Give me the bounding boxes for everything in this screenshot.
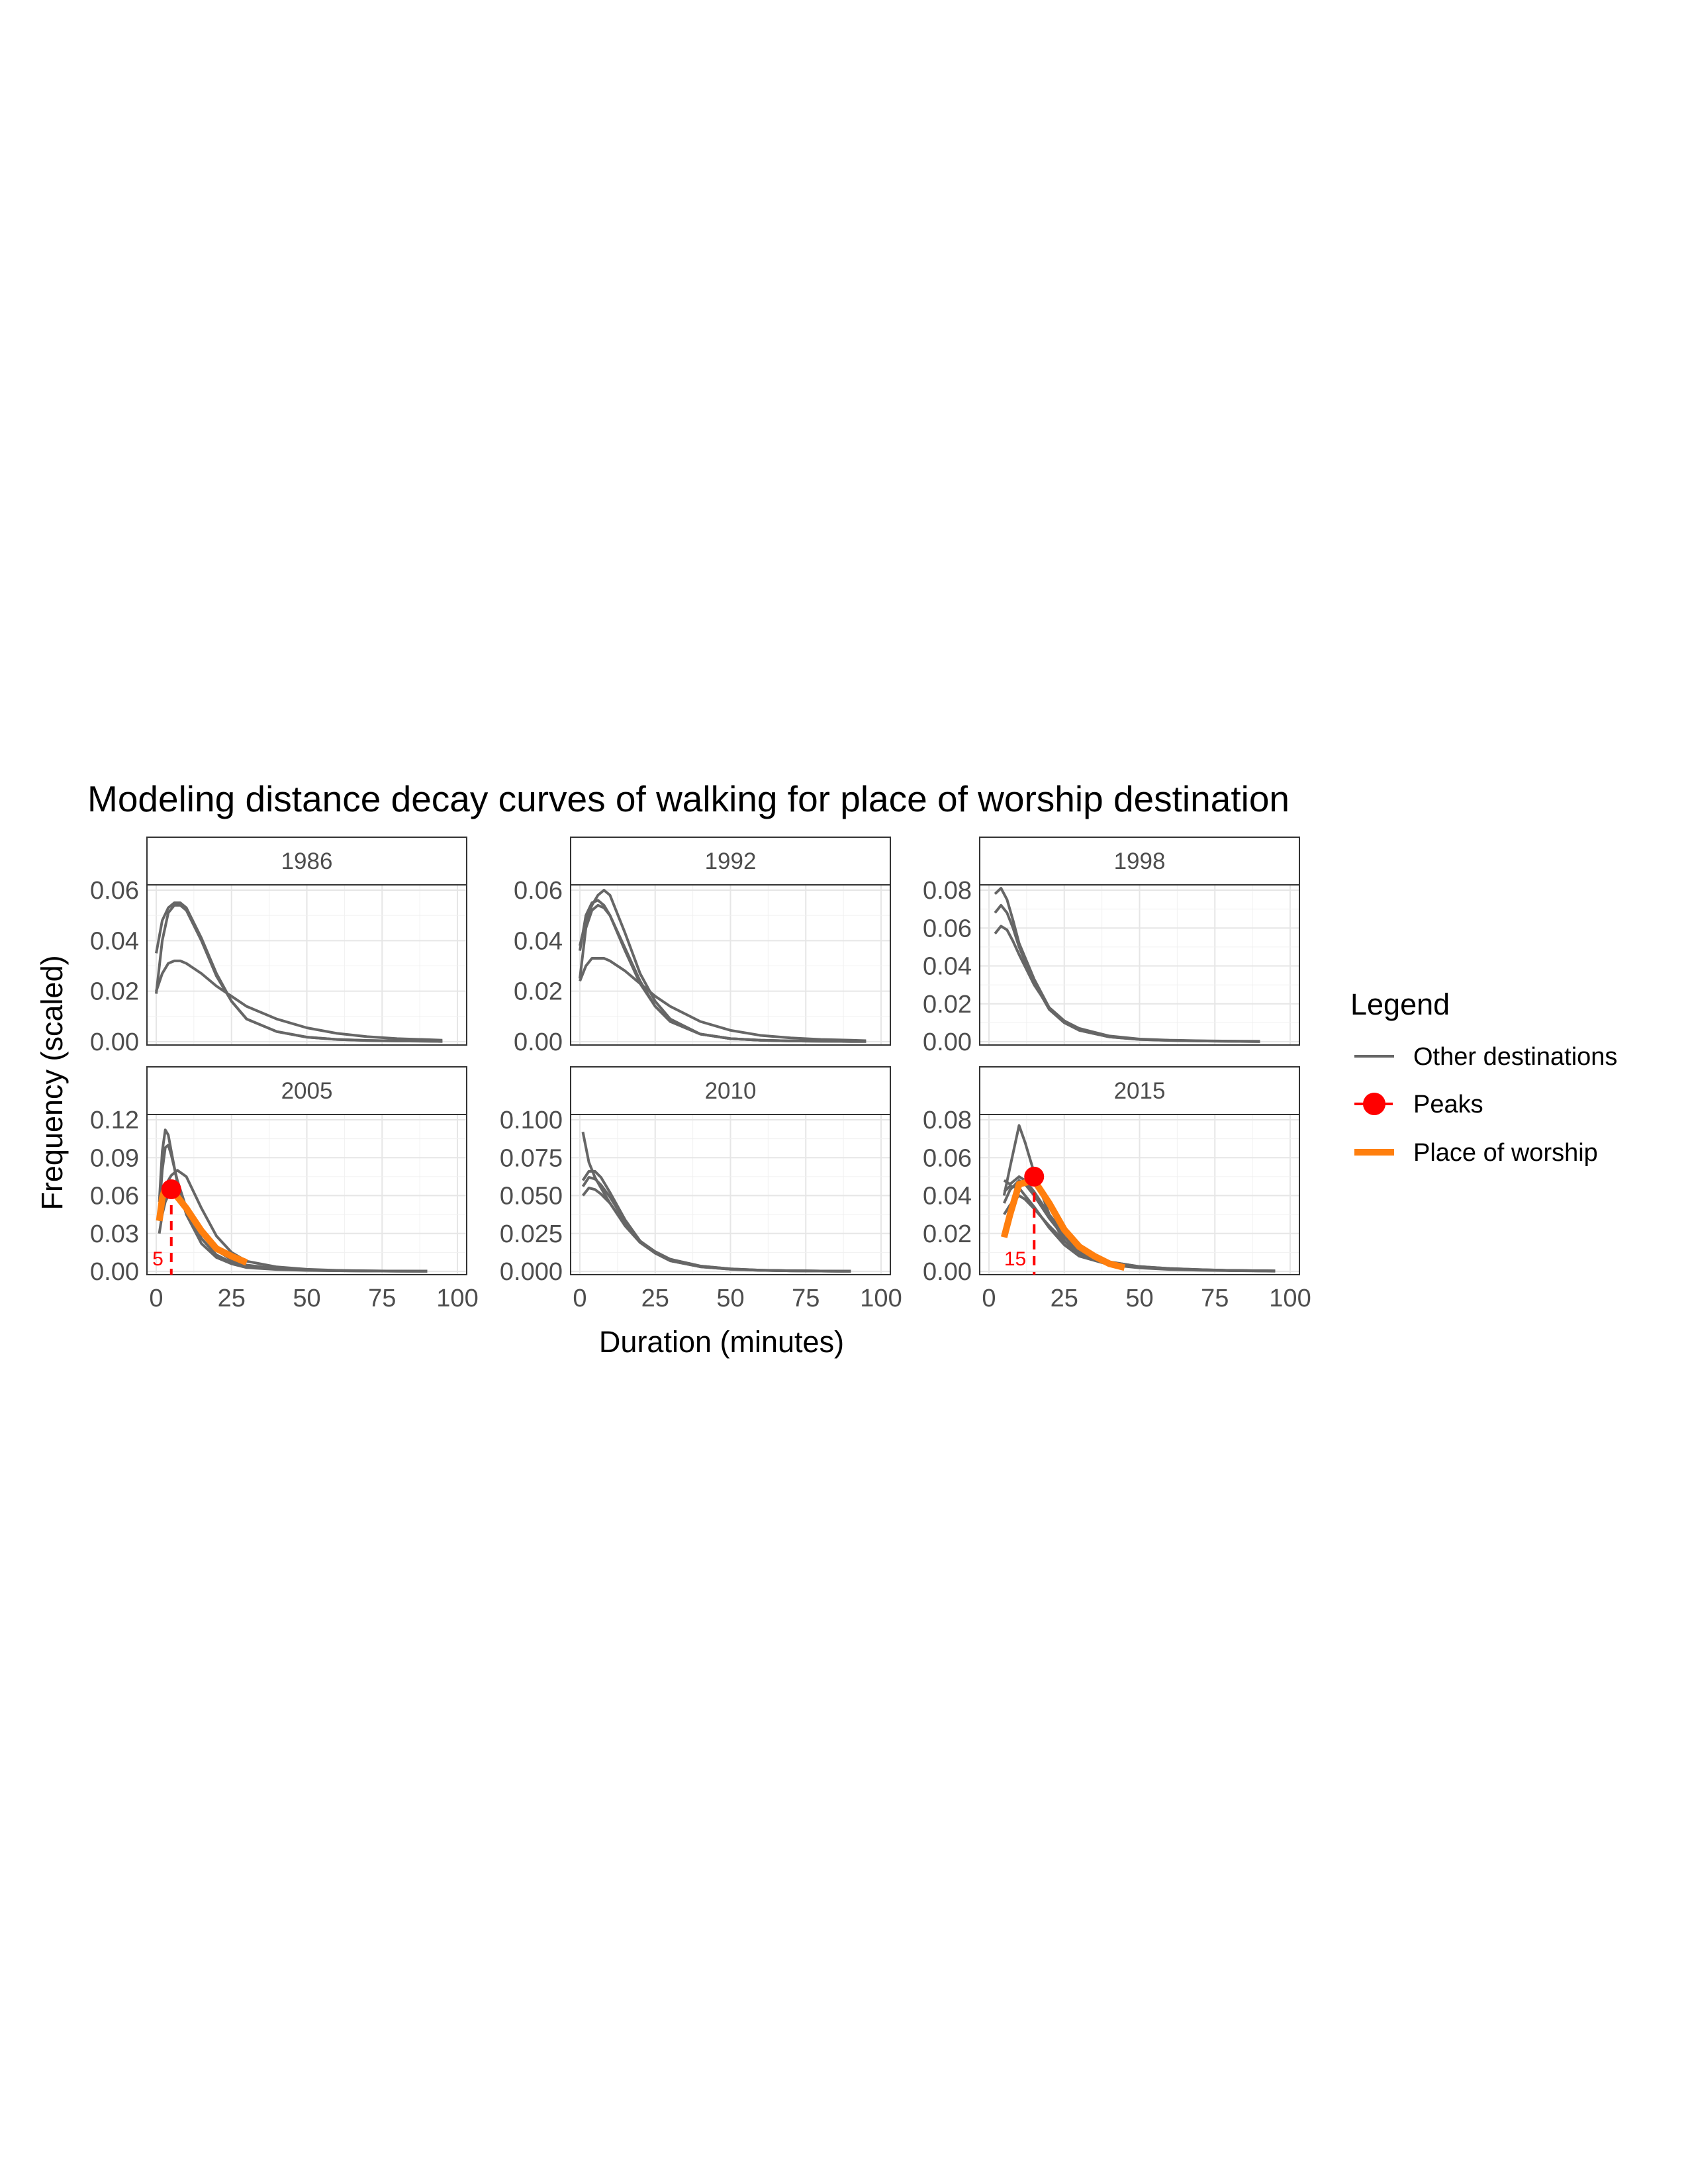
- y-tick-label: 0.050: [500, 1183, 563, 1210]
- peak-label: 15: [1004, 1248, 1026, 1270]
- y-tick-label: 0.04: [923, 953, 972, 981]
- x-axis-title: Duration (minutes): [599, 1325, 844, 1359]
- y-tick-label: 0.04: [90, 927, 139, 955]
- y-tick-label: 0.00: [923, 1028, 972, 1056]
- strip-1986: [146, 837, 467, 886]
- x-tick-label: 25: [218, 1285, 246, 1312]
- panel-border-1992: [570, 884, 891, 1046]
- y-tick-label: 0.04: [923, 1183, 972, 1210]
- series-line-other-destinations: [581, 1187, 851, 1273]
- series-line-other-destinations: [581, 1131, 851, 1273]
- strip-label-1998: 1998: [1114, 848, 1166, 874]
- y-tick-label: 0.100: [500, 1107, 563, 1134]
- strip-2005: [146, 1066, 467, 1115]
- y-tick-label: 0.00: [90, 1258, 139, 1286]
- panel-2005: 2005 0.00 0.03 0.06 0.09 0.12 0 25 50 75 100 5: [90, 1066, 479, 1312]
- series-line-other-destinations: [579, 889, 867, 1043]
- y-tick-label: 0.03: [90, 1220, 139, 1248]
- y-tick-label: 0.00: [90, 1028, 139, 1056]
- y-tick-label: 0.000: [500, 1258, 563, 1286]
- y-tick-label: 0.08: [923, 877, 972, 905]
- x-tick-label: 0: [573, 1285, 586, 1312]
- x-tick-label: 100: [860, 1285, 902, 1312]
- y-tick-label: 0.02: [923, 991, 972, 1019]
- grid-2010: [571, 1115, 890, 1275]
- x-tick-label: 25: [641, 1285, 669, 1312]
- peak-label: 5: [152, 1248, 164, 1270]
- panel-border-2015: [979, 1114, 1300, 1275]
- legend-label-peaks: Peaks: [1413, 1091, 1483, 1118]
- grid-1986: [147, 885, 467, 1045]
- strip-label-2005: 2005: [281, 1078, 333, 1104]
- legend-label-place-of-worship: Place of worship: [1413, 1139, 1598, 1167]
- y-axis-title: Frequency (scaled): [35, 955, 69, 1210]
- x-tick-label: 100: [436, 1285, 478, 1312]
- x-tick-label: 75: [1201, 1285, 1229, 1312]
- strip-label-2015: 2015: [1114, 1078, 1166, 1104]
- panel-1992: 1992 0.00 0.02 0.04 0.06: [514, 837, 891, 1056]
- panel-2010: 2010 0.000 0.025 0.050 0.075 0.100 0 25 50 75 100: [500, 1066, 902, 1312]
- x-tick-label: 100: [1269, 1285, 1311, 1312]
- x-tick-label: 75: [368, 1285, 396, 1312]
- series-line-other-destinations: [994, 925, 1260, 1043]
- strip-label-1986: 1986: [281, 848, 333, 874]
- y-tick-label: 0.06: [923, 1144, 972, 1172]
- series-line-other-destinations: [155, 901, 443, 1043]
- series-line-other-destinations: [155, 959, 443, 1042]
- panel-border-1998: [979, 884, 1300, 1046]
- panel-2015: 2015 0.00 0.02 0.04 0.06 0.08 0 25 50 75 100 15: [923, 1066, 1311, 1312]
- strip-2015: [979, 1066, 1300, 1115]
- panel-1998: 1998 0.00 0.02 0.04 0.06 0.08: [923, 837, 1300, 1056]
- panel-border-1986: [146, 884, 467, 1046]
- y-tick-label: 0.06: [923, 915, 972, 942]
- y-tick-label: 0.06: [90, 1183, 139, 1210]
- y-tick-label: 0.075: [500, 1144, 563, 1172]
- legend-title: Legend: [1350, 987, 1450, 1021]
- peak-point: [1024, 1166, 1045, 1187]
- series-line-place-of-worship: [1000, 1177, 1126, 1271]
- x-tick-label: 50: [1125, 1285, 1153, 1312]
- grid-2015: [980, 1115, 1299, 1275]
- y-tick-label: 0.06: [90, 877, 139, 905]
- y-tick-label: 0.00: [514, 1028, 563, 1056]
- y-tick-label: 0.02: [923, 1220, 972, 1248]
- strip-label-2010: 2010: [705, 1078, 757, 1104]
- x-tick-label: 50: [293, 1285, 320, 1312]
- strip-1998: [979, 837, 1300, 886]
- series-line-other-destinations: [158, 1128, 428, 1273]
- grid-1992: [571, 885, 890, 1045]
- series-line-other-destinations: [994, 887, 1260, 1043]
- y-tick-label: 0.08: [923, 1107, 972, 1134]
- x-tick-label: 25: [1051, 1285, 1078, 1312]
- series-line-other-destinations: [1003, 1185, 1276, 1273]
- panel-border-2005: [146, 1114, 467, 1275]
- legend-label-other-destinations: Other destinations: [1413, 1043, 1617, 1071]
- x-tick-label: 75: [792, 1285, 820, 1312]
- panel-border-2010: [570, 1114, 891, 1275]
- chart-title: Modeling distance decay curves of walkin…: [87, 778, 1289, 819]
- strip-1992: [570, 837, 891, 886]
- y-tick-label: 0.09: [90, 1144, 139, 1172]
- strip-label-1992: 1992: [705, 848, 757, 874]
- y-tick-label: 0.02: [514, 978, 563, 1006]
- x-tick-label: 0: [149, 1285, 163, 1312]
- panel-1986: 1986 0.00 0.02 0.04 0.06: [90, 837, 467, 1056]
- facet-panels: 1986 0.00 0.02 0.04 0.06 1992 0.00 0.02 0.04 0.06…: [90, 837, 1311, 1312]
- y-tick-label: 0.06: [514, 877, 563, 905]
- y-tick-label: 0.12: [90, 1107, 139, 1134]
- series-line-other-destinations: [579, 957, 867, 1042]
- y-tick-label: 0.04: [514, 927, 563, 955]
- y-tick-label: 0.025: [500, 1220, 563, 1248]
- x-tick-label: 50: [716, 1285, 744, 1312]
- y-tick-label: 0.02: [90, 978, 139, 1006]
- series-line-other-destinations: [994, 903, 1260, 1043]
- y-tick-label: 0.00: [923, 1258, 972, 1286]
- peak-point: [161, 1179, 181, 1199]
- legend: Legend Other destinations Peaks Place of…: [1350, 987, 1617, 1167]
- legend-key-peaks-dot: [1363, 1093, 1385, 1115]
- series-line-other-destinations: [158, 1169, 428, 1273]
- x-tick-label: 0: [982, 1285, 996, 1312]
